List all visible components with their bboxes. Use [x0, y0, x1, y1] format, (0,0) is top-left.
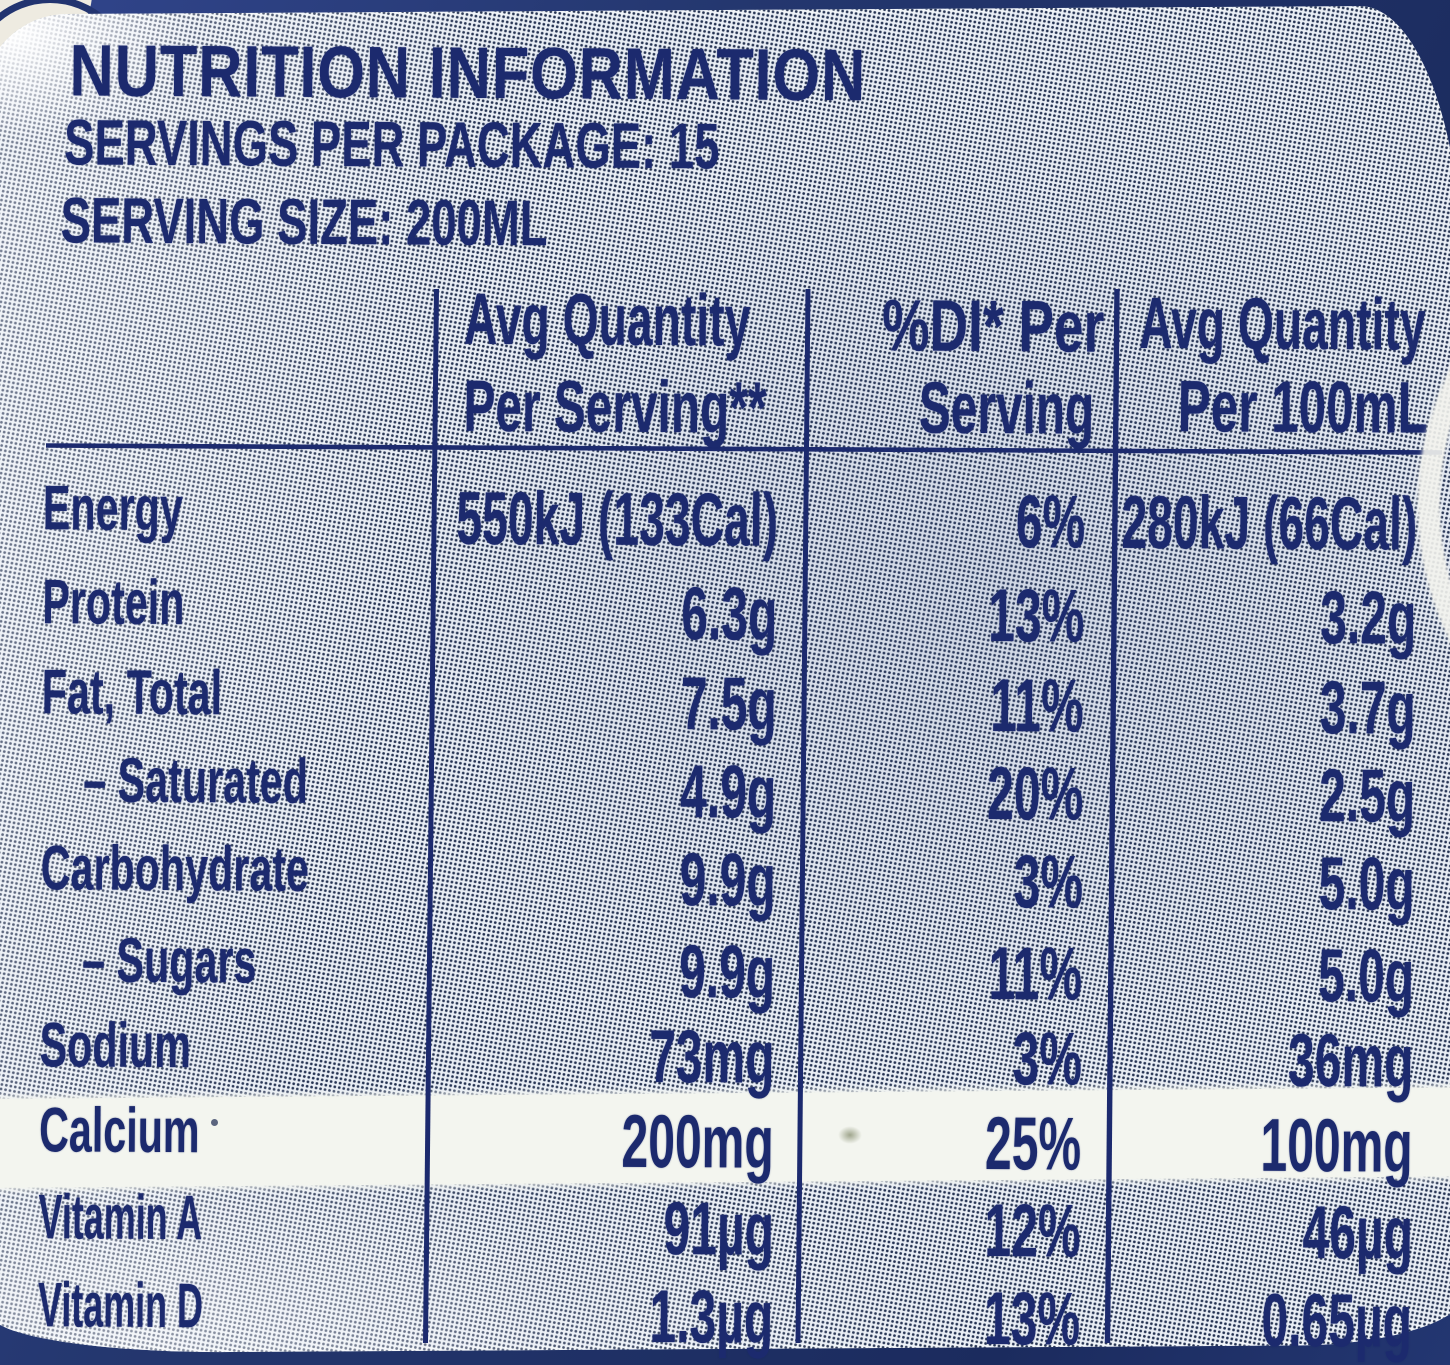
- nutrient-name: Calcium: [38, 1094, 200, 1166]
- nutrient-name: Carbohydrate: [40, 832, 310, 905]
- value-per-serving: 73mg: [648, 1013, 775, 1099]
- value-per-100ml: 3.2g: [1319, 574, 1417, 660]
- nutrient-name: – Sugars: [81, 925, 257, 997]
- value-di: 11%: [988, 930, 1083, 1016]
- table-row: Energy 550kJ (133Cal) 6% 280kJ (66Cal): [0, 472, 1447, 569]
- value-per-100ml: 280kJ (66Cal): [1120, 479, 1418, 566]
- value-di: 3%: [1011, 1015, 1082, 1101]
- value-di: 13%: [983, 1275, 1081, 1361]
- value-per-100ml: 3.7g: [1319, 664, 1416, 750]
- panel-title: NUTRITION INFORMATION: [69, 30, 867, 117]
- print-speck: [211, 1119, 218, 1126]
- nutrient-name: Fat, Total: [41, 656, 223, 728]
- nutrient-name: Energy: [42, 472, 184, 544]
- nutrient-name: Vitamin D: [37, 1269, 204, 1341]
- value-per-100ml: 0.65µg: [1261, 1277, 1413, 1363]
- value-per-100ml: 5.0g: [1318, 840, 1415, 926]
- nutrient-name: Sodium: [39, 1009, 192, 1081]
- value-per-serving: 6.3g: [680, 570, 778, 656]
- nutrient-name: Vitamin A: [38, 1182, 203, 1254]
- value-di: 20%: [986, 750, 1084, 836]
- table-row: – Saturated 4.9g 20% 2.5g: [0, 745, 1445, 841]
- servings-per-package: SERVINGS PER PACKAGE: 15: [63, 106, 720, 183]
- value-per-100ml: 2.5g: [1318, 752, 1416, 838]
- value-per-100ml: 36mg: [1287, 1017, 1414, 1103]
- value-di: 11%: [990, 662, 1084, 748]
- value-per-serving: 9.9g: [678, 928, 776, 1014]
- value-per-serving: 91µg: [662, 1186, 774, 1271]
- value-per-serving: 1.3µg: [649, 1273, 774, 1359]
- table-row: Sodium 73mg 3% 36mg: [0, 1009, 1444, 1106]
- value-di: 25%: [984, 1100, 1082, 1186]
- serving-size: SERVING SIZE: 200ML: [60, 184, 548, 260]
- table-row: Protein 6.3g 13% 3.2g: [0, 566, 1446, 663]
- value-per-100ml: 5.0g: [1317, 932, 1415, 1018]
- halftone-panel: [0, 5, 1450, 1354]
- value-per-serving: 9.9g: [679, 836, 776, 922]
- print-smudge: [838, 1126, 862, 1144]
- column-header-di-line2: Serving: [918, 367, 1095, 450]
- table-row: – Sugars 9.9g 11% 5.0g: [0, 925, 1444, 1021]
- value-di: 12%: [984, 1188, 1081, 1273]
- value-per-serving: 4.9g: [679, 748, 777, 834]
- value-per-serving: 200mg: [621, 1098, 775, 1184]
- value-per-serving: 550kJ (133Cal): [456, 475, 779, 562]
- value-per-100ml: 46µg: [1301, 1189, 1413, 1275]
- column-header-per-100ml-line1: Avg Quantity: [1139, 282, 1427, 366]
- value-di: 13%: [987, 572, 1085, 658]
- nutrient-name: – Saturated: [83, 745, 309, 817]
- table-row: Vitamin A 91µg 12% 46µg: [0, 1182, 1443, 1279]
- table-row: Fat, Total 7.5g 11% 3.7g: [0, 656, 1446, 753]
- value-di: 3%: [1013, 838, 1083, 924]
- value-per-serving: 7.5g: [680, 660, 777, 746]
- table-row: Carbohydrate 9.9g 3% 5.0g: [0, 832, 1445, 929]
- value-per-100ml: 100mg: [1260, 1102, 1414, 1188]
- nutrient-name: Protein: [42, 566, 185, 638]
- table-row: Vitamin D 1.3µg 13% 0.65µg: [0, 1269, 1442, 1365]
- column-header-per-100ml-line2: Per 100mL: [1177, 366, 1428, 449]
- table-row: Calcium 200mg 25% 100mg: [0, 1094, 1443, 1191]
